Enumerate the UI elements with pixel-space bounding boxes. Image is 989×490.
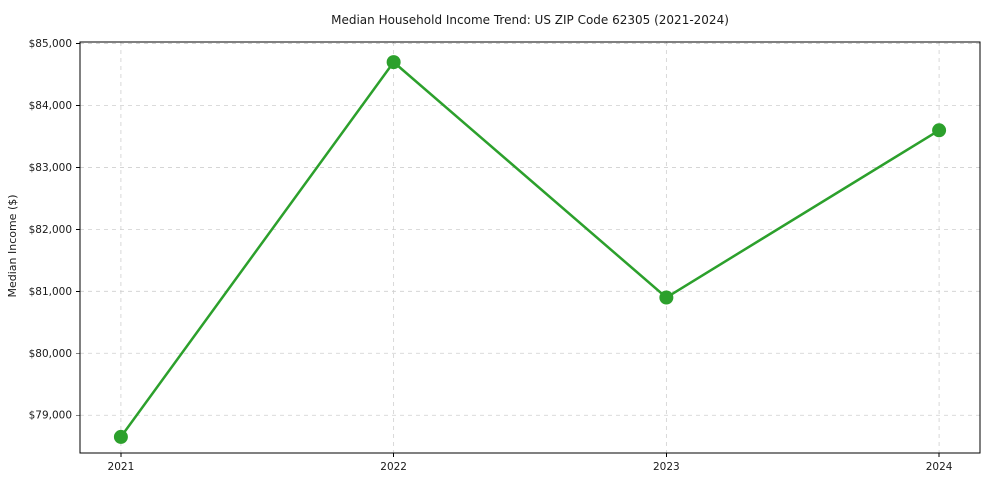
y-tick-label: $82,000 [29, 224, 72, 236]
y-tick-label: $79,000 [29, 410, 72, 422]
tick-labels: $79,000 $80,000 $81,000 $82,000 $83,000 $84,0… [29, 38, 953, 473]
x-tick-label: 2023 [653, 461, 680, 473]
y-tick-label: $81,000 [29, 286, 72, 298]
axis-ticks [76, 43, 940, 457]
x-tick-label: 2024 [926, 461, 953, 473]
data-point-marker [659, 290, 674, 305]
data-point-marker [386, 55, 401, 70]
x-tick-label: 2021 [108, 461, 135, 473]
data-series [113, 55, 947, 444]
data-point-marker [113, 429, 128, 444]
y-tick-label: $83,000 [29, 162, 72, 174]
y-axis-label: Median Income ($) [6, 194, 19, 297]
plot-area-border [79, 41, 981, 454]
data-point-marker [932, 123, 947, 138]
y-tick-label: $80,000 [29, 348, 72, 360]
x-tick-label: 2022 [380, 461, 407, 473]
chart-title: Median Household Income Trend: US ZIP Co… [331, 13, 729, 27]
y-tick-label: $84,000 [29, 100, 72, 112]
trend-line [119, 60, 941, 439]
gridlines [80, 42, 980, 453]
y-tick-label: $85,000 [29, 38, 72, 50]
